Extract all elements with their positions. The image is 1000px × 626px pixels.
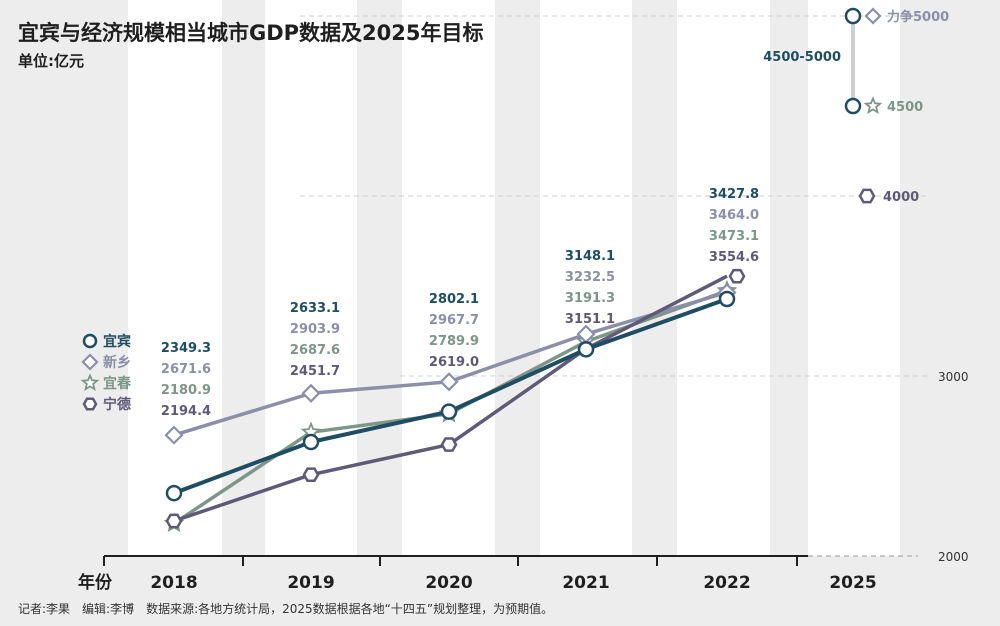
data-point-circle bbox=[440, 403, 458, 420]
y-tick-label: 3000 bbox=[938, 370, 969, 384]
value-label: 2180.9 bbox=[161, 383, 211, 398]
value-label: 3232.5 bbox=[565, 270, 615, 285]
data-point-diamond bbox=[164, 425, 184, 445]
data-point-diamond bbox=[439, 372, 459, 392]
data-point-diamond bbox=[301, 383, 321, 403]
value-label: 2633.1 bbox=[290, 301, 340, 316]
value-label: 2903.9 bbox=[290, 322, 340, 337]
value-label: 3427.8 bbox=[709, 187, 759, 202]
value-label: 2194.4 bbox=[161, 404, 211, 419]
data-point-circle bbox=[577, 341, 595, 358]
value-label: 2802.1 bbox=[429, 292, 479, 307]
x-tick-label: 2018 bbox=[150, 573, 197, 593]
data-point-circle bbox=[302, 433, 320, 451]
gridlines: 2000 3000 bbox=[300, 15, 969, 564]
value-label: 2687.6 bbox=[290, 343, 340, 358]
value-label: 3191.3 bbox=[565, 291, 615, 306]
value-label: 2349.3 bbox=[161, 341, 211, 356]
legend-marker-hexagon bbox=[82, 397, 98, 411]
column-band bbox=[265, 0, 357, 556]
target-marker-diamond bbox=[864, 7, 882, 25]
target-label: 4000 bbox=[883, 190, 919, 205]
value-label: 2671.6 bbox=[161, 362, 211, 377]
value-label: 3148.1 bbox=[565, 249, 615, 264]
chart-subtitle: 单位:亿元 bbox=[18, 52, 84, 70]
x-tick-label: 2020 bbox=[425, 573, 472, 593]
value-label: 3151.1 bbox=[565, 312, 615, 327]
legend-marker-circle bbox=[82, 333, 98, 349]
y-tick-label: 2000 bbox=[938, 550, 969, 564]
column-band bbox=[128, 0, 222, 556]
target-label: 力争5000 bbox=[887, 9, 949, 25]
target-marker-circle bbox=[844, 7, 862, 25]
legend-marker-diamond bbox=[81, 353, 99, 371]
footer-note: 记者:李果 编辑:李博 数据来源:各地方统计局，2025数据根据各地“十四五”规… bbox=[18, 601, 553, 616]
column-band bbox=[402, 0, 495, 556]
x-tick-label: 2025 bbox=[829, 573, 876, 593]
value-label: 2619.0 bbox=[429, 355, 479, 370]
target-marker-hexagon bbox=[858, 188, 876, 204]
column-bands bbox=[128, 0, 900, 556]
chart-title: 宜宾与经济规模相当城市GDP数据及2025年目标 bbox=[18, 21, 484, 45]
x-axis: 年份 2018 2019 2020 2021 2022 2025 bbox=[78, 555, 877, 593]
value-labels: 2349.3 2671.6 2180.9 2194.4 2633.1 2903.9 2687… bbox=[161, 187, 759, 419]
x-axis-name: 年份 bbox=[78, 572, 113, 593]
legend-label: 宜宾 bbox=[103, 333, 131, 350]
x-tick-label: 2022 bbox=[703, 573, 750, 593]
value-label: 2967.7 bbox=[429, 313, 479, 328]
legend-marker-star bbox=[80, 373, 100, 391]
data-point-circle bbox=[718, 290, 736, 308]
x-tick-label: 2021 bbox=[562, 573, 609, 593]
x-tick-label: 2019 bbox=[287, 573, 334, 593]
data-point-hexagon bbox=[302, 467, 320, 483]
value-label: 3464.0 bbox=[709, 208, 759, 223]
target-label: 4500-5000 bbox=[763, 50, 841, 65]
series-markers bbox=[163, 268, 746, 533]
value-label: 3473.1 bbox=[709, 229, 759, 244]
target-marker-circle bbox=[844, 97, 862, 115]
target-label: 4500 bbox=[887, 100, 923, 115]
legend-label: 宜春 bbox=[103, 375, 132, 392]
legend-label: 宁德 bbox=[103, 396, 131, 413]
data-point-hexagon bbox=[728, 268, 746, 284]
data-point-hexagon bbox=[165, 513, 183, 529]
value-label: 2789.9 bbox=[429, 334, 479, 349]
data-point-hexagon bbox=[440, 437, 458, 452]
value-label: 3554.6 bbox=[709, 250, 759, 265]
data-point-circle bbox=[165, 484, 183, 502]
value-label: 2451.7 bbox=[290, 364, 340, 379]
legend-label: 新乡 bbox=[103, 354, 131, 371]
column-band bbox=[540, 0, 632, 556]
targets-2025: 4500-5000 力争5000 4500 4000 bbox=[763, 7, 949, 205]
target-marker-star bbox=[863, 96, 883, 114]
